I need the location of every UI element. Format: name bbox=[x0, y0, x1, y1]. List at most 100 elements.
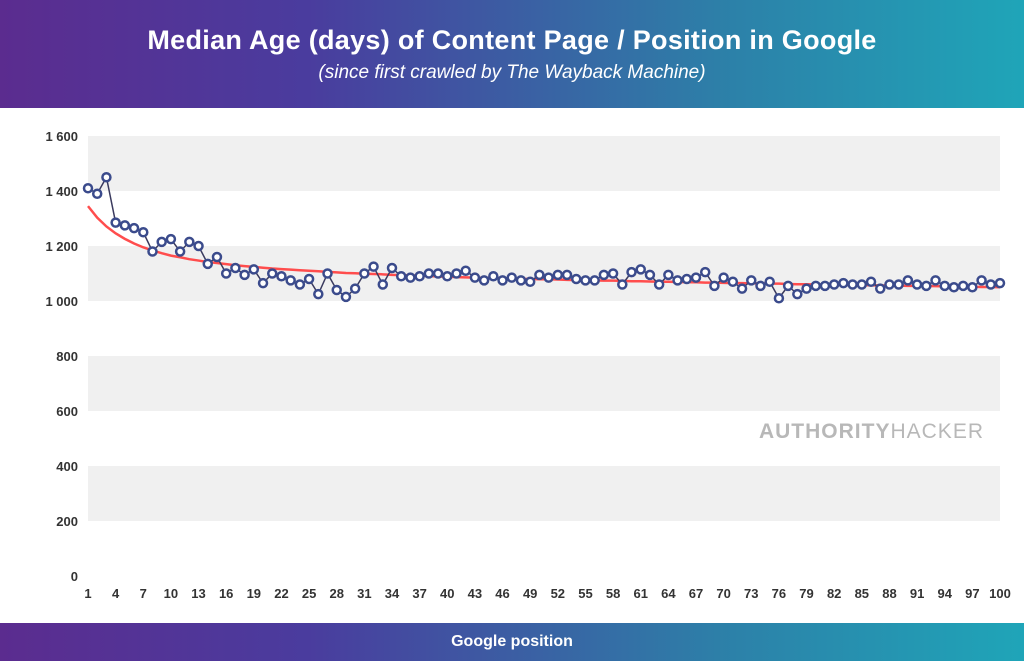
data-point bbox=[462, 267, 470, 275]
data-point bbox=[130, 224, 138, 232]
x-tick-label: 13 bbox=[191, 586, 205, 601]
y-tick-label: 1 600 bbox=[45, 129, 78, 144]
watermark: AUTHORITYHACKER bbox=[759, 420, 984, 444]
x-tick-label: 52 bbox=[551, 586, 565, 601]
data-point bbox=[692, 274, 700, 282]
data-point bbox=[370, 263, 378, 271]
y-tick-label: 0 bbox=[71, 569, 78, 584]
data-point bbox=[397, 272, 405, 280]
data-point bbox=[213, 253, 221, 261]
data-point bbox=[360, 270, 368, 278]
data-point bbox=[812, 282, 820, 290]
data-point bbox=[830, 281, 838, 289]
data-point bbox=[452, 270, 460, 278]
data-point bbox=[729, 278, 737, 286]
data-point bbox=[784, 282, 792, 290]
data-point bbox=[204, 260, 212, 268]
x-tick-label: 28 bbox=[329, 586, 343, 601]
data-point bbox=[425, 270, 433, 278]
x-tick-label: 1 bbox=[84, 586, 91, 601]
y-tick-label: 600 bbox=[56, 404, 78, 419]
x-tick-label: 94 bbox=[937, 586, 952, 601]
data-point bbox=[250, 265, 258, 273]
data-point bbox=[333, 286, 341, 294]
data-point bbox=[738, 285, 746, 293]
data-point bbox=[388, 264, 396, 272]
data-point bbox=[628, 268, 636, 276]
data-point bbox=[287, 276, 295, 284]
x-tick-label: 79 bbox=[799, 586, 813, 601]
data-point bbox=[489, 272, 497, 280]
x-tick-label: 10 bbox=[164, 586, 178, 601]
data-point bbox=[876, 285, 884, 293]
data-point bbox=[756, 282, 764, 290]
x-tick-label: 37 bbox=[412, 586, 426, 601]
x-tick-label: 70 bbox=[716, 586, 730, 601]
x-tick-label: 22 bbox=[274, 586, 288, 601]
y-tick-label: 800 bbox=[56, 349, 78, 364]
data-point bbox=[195, 242, 203, 250]
data-point bbox=[803, 285, 811, 293]
x-tick-label: 40 bbox=[440, 586, 454, 601]
data-point bbox=[305, 275, 313, 283]
data-point bbox=[978, 276, 986, 284]
y-tick-label: 1 200 bbox=[45, 239, 78, 254]
data-point bbox=[932, 276, 940, 284]
x-tick-label: 49 bbox=[523, 586, 537, 601]
chart-footer: Google position bbox=[0, 623, 1024, 661]
data-point bbox=[922, 282, 930, 290]
grid-band bbox=[88, 136, 1000, 191]
data-point bbox=[434, 270, 442, 278]
data-point bbox=[581, 276, 589, 284]
data-point bbox=[277, 272, 285, 280]
data-point bbox=[885, 281, 893, 289]
data-point bbox=[609, 270, 617, 278]
data-point bbox=[637, 265, 645, 273]
data-point bbox=[839, 279, 847, 287]
data-point bbox=[148, 248, 156, 256]
x-tick-label: 55 bbox=[578, 586, 592, 601]
data-point bbox=[176, 248, 184, 256]
data-point bbox=[416, 272, 424, 280]
data-point bbox=[167, 235, 175, 243]
data-point bbox=[987, 281, 995, 289]
data-point bbox=[93, 190, 101, 198]
data-point bbox=[683, 275, 691, 283]
data-point bbox=[618, 281, 626, 289]
x-tick-label: 61 bbox=[633, 586, 647, 601]
data-point bbox=[351, 285, 359, 293]
chart-area: 02004006008001 0001 2001 4001 6001471013… bbox=[0, 108, 1024, 623]
data-point bbox=[996, 279, 1004, 287]
y-tick-label: 1 400 bbox=[45, 184, 78, 199]
x-tick-label: 85 bbox=[855, 586, 869, 601]
data-point bbox=[185, 238, 193, 246]
data-point bbox=[968, 283, 976, 291]
data-point bbox=[379, 281, 387, 289]
y-tick-label: 200 bbox=[56, 514, 78, 529]
y-tick-label: 1 000 bbox=[45, 294, 78, 309]
data-point bbox=[646, 271, 654, 279]
chart-title: Median Age (days) of Content Page / Posi… bbox=[147, 25, 876, 56]
x-tick-label: 31 bbox=[357, 586, 371, 601]
data-point bbox=[268, 270, 276, 278]
data-point bbox=[572, 275, 580, 283]
data-point bbox=[904, 276, 912, 284]
data-point bbox=[231, 264, 239, 272]
x-tick-label: 82 bbox=[827, 586, 841, 601]
x-tick-label: 88 bbox=[882, 586, 896, 601]
data-point bbox=[508, 274, 516, 282]
data-point bbox=[296, 281, 304, 289]
data-point bbox=[591, 276, 599, 284]
x-tick-label: 76 bbox=[772, 586, 786, 601]
data-point bbox=[849, 281, 857, 289]
data-point bbox=[895, 281, 903, 289]
data-point bbox=[720, 274, 728, 282]
data-point bbox=[674, 276, 682, 284]
x-tick-label: 91 bbox=[910, 586, 924, 601]
data-point bbox=[563, 271, 571, 279]
data-point bbox=[526, 278, 534, 286]
grid-band bbox=[88, 356, 1000, 411]
x-tick-label: 46 bbox=[495, 586, 509, 601]
grid-band bbox=[88, 466, 1000, 521]
data-point bbox=[535, 271, 543, 279]
